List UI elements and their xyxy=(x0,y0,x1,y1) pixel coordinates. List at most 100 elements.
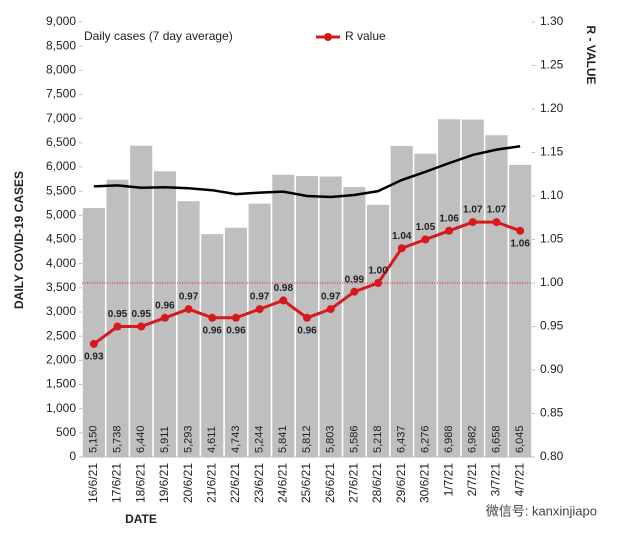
bar xyxy=(367,204,390,457)
y-tick-label: 1,000 xyxy=(46,401,76,415)
bar-value-label: 5,293 xyxy=(182,425,194,453)
r-value-label: 1.07 xyxy=(487,205,507,216)
bar-value-label: 6,982 xyxy=(467,425,479,453)
r-value-label: 0.96 xyxy=(226,325,246,336)
bar-value-label: 6,658 xyxy=(490,425,502,453)
y-tick-label: 3,500 xyxy=(46,280,76,294)
bar-value-label: 6,440 xyxy=(135,425,147,453)
x-tick-label: 29/6/21 xyxy=(394,463,408,503)
r-value-label: 1.06 xyxy=(510,238,530,249)
r-value-marker xyxy=(208,313,217,322)
bar xyxy=(343,187,366,457)
y-tick-label: 6,500 xyxy=(46,135,76,149)
bar-value-label: 6,045 xyxy=(514,425,526,453)
y-tick-label: 3,000 xyxy=(46,304,76,318)
y2-tick-label: 1.20 xyxy=(540,101,564,115)
bar xyxy=(485,135,508,458)
y-tick-label: 6,000 xyxy=(46,159,76,173)
y2-axis-title: R - VALUE xyxy=(584,25,598,84)
legend-swatch-marker xyxy=(324,33,332,41)
x-tick-label: 3/7/21 xyxy=(489,463,503,497)
r-value-label: 1.07 xyxy=(463,205,483,216)
r-value-marker xyxy=(374,279,383,287)
r-value-marker xyxy=(279,296,288,305)
r-value-marker xyxy=(113,322,122,331)
y-tick-label: 7,500 xyxy=(46,87,76,101)
y2-tick-label: 0.80 xyxy=(540,449,564,463)
r-value-marker xyxy=(421,235,430,244)
y-tick-label: 8,500 xyxy=(46,38,76,52)
bar xyxy=(224,227,247,457)
r-value-label: 0.97 xyxy=(321,292,341,303)
y-tick-label: 4,500 xyxy=(46,232,76,246)
bar xyxy=(201,234,224,457)
y-tick-label: 5,500 xyxy=(46,183,76,197)
watermark: 微信号: kanxinjiapo xyxy=(486,503,597,518)
bar xyxy=(130,145,153,457)
bar-value-label: 5,586 xyxy=(348,425,360,453)
legend-label: Daily cases (7 day average) xyxy=(84,29,233,43)
bar-value-label: 5,150 xyxy=(88,425,100,453)
bar xyxy=(248,203,271,457)
x-tick-label: 18/6/21 xyxy=(133,463,147,503)
r-value-marker xyxy=(89,339,98,348)
x-tick-label: 20/6/21 xyxy=(181,463,195,503)
x-tick-label: 26/6/21 xyxy=(323,463,337,503)
bar-value-label: 4,743 xyxy=(230,425,242,453)
x-tick-label: 23/6/21 xyxy=(252,463,266,503)
y-tick-label: 1,500 xyxy=(46,377,76,391)
r-value-label: 1.06 xyxy=(439,213,459,224)
legend-label: R value xyxy=(345,29,386,43)
x-tick-label: 17/6/21 xyxy=(110,463,124,503)
y-tick-label: 500 xyxy=(56,425,76,439)
bar xyxy=(390,145,413,457)
y-tick-label: 9,000 xyxy=(46,14,76,28)
r-value-label: 0.97 xyxy=(179,292,199,303)
bar-value-label: 5,911 xyxy=(159,426,171,453)
bar-value-label: 5,244 xyxy=(254,425,266,453)
bar-value-label: 6,276 xyxy=(419,425,431,453)
x-tick-label: 21/6/21 xyxy=(204,463,218,503)
r-value-label: 0.97 xyxy=(250,292,270,303)
r-value-label: 1.05 xyxy=(416,222,436,233)
average-line xyxy=(93,144,521,199)
x-tick-label: 25/6/21 xyxy=(299,463,313,503)
r-value-label: 1.00 xyxy=(368,266,388,277)
bar xyxy=(438,119,461,457)
r-value-label: 0.96 xyxy=(297,325,317,336)
r-value-label: 0.96 xyxy=(203,325,223,336)
y2-tick-label: 1.30 xyxy=(540,14,564,28)
r-value-marker xyxy=(445,226,454,235)
bar xyxy=(414,153,437,457)
y2-tick-label: 1.25 xyxy=(540,58,564,72)
r-value-label: 0.93 xyxy=(84,352,104,363)
bar-value-label: 6,988 xyxy=(443,425,455,453)
r-value-marker xyxy=(468,218,477,227)
y2-tick-label: 1.10 xyxy=(540,188,564,202)
r-value-marker xyxy=(397,244,406,253)
y-axis-title: DAILY COVID-19 CASES xyxy=(12,171,26,309)
y-tick-label: 4,000 xyxy=(46,256,76,270)
x-tick-label: 19/6/21 xyxy=(157,463,171,503)
bar-value-label: 4,611 xyxy=(206,426,218,453)
y-tick-label: 5,000 xyxy=(46,208,76,222)
bar xyxy=(319,176,342,457)
x-tick-label: 30/6/21 xyxy=(418,463,432,503)
x-tick-label: 24/6/21 xyxy=(275,463,289,503)
bar xyxy=(461,119,484,457)
bar-value-label: 5,218 xyxy=(372,425,384,453)
r-value-marker xyxy=(492,218,501,227)
x-tick-label: 2/7/21 xyxy=(465,463,479,497)
bar-value-label: 5,803 xyxy=(325,425,337,453)
bar xyxy=(509,164,532,457)
r-value-marker xyxy=(255,305,264,314)
r-value-label: 1.04 xyxy=(392,231,412,242)
r-value-marker xyxy=(231,313,240,322)
r-value-marker xyxy=(160,313,169,322)
r-value-label: 0.95 xyxy=(131,309,151,320)
bar xyxy=(82,208,105,457)
y-tick-label: 2,000 xyxy=(46,353,76,367)
y2-tick-label: 1.15 xyxy=(540,145,564,159)
